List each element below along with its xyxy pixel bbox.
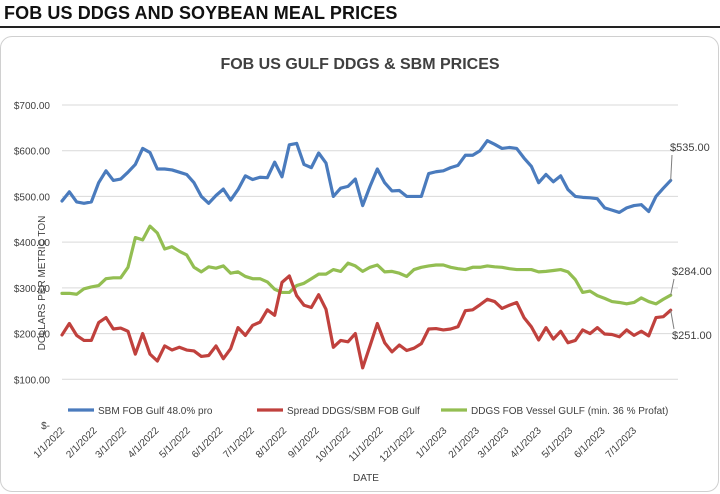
x-tick-label: 10/1/2022 bbox=[314, 425, 354, 465]
end-value-label: $251.00 bbox=[672, 330, 712, 342]
x-axis-ticks: 1/1/20222/1/20223/1/20224/1/20225/1/2022… bbox=[32, 425, 640, 465]
y-axis-label: DOLLARS PER METRIC TON bbox=[37, 216, 48, 351]
end-value-labels: $535.00 $251.00 $284.00 bbox=[670, 142, 712, 342]
y-tick-label: $600.00 bbox=[14, 147, 51, 158]
x-tick-label: 7/1/2023 bbox=[604, 425, 640, 461]
x-tick-label: 4/1/2022 bbox=[126, 425, 162, 461]
x-tick-label: 4/1/2023 bbox=[508, 425, 544, 461]
header-rule bbox=[0, 26, 720, 28]
end-value-label: $535.00 bbox=[670, 142, 710, 154]
series-line-1 bbox=[60, 274, 673, 370]
end-value-label: $284.00 bbox=[672, 266, 712, 278]
y-tick-label: $300.00 bbox=[14, 284, 51, 295]
y-tick-label: $700.00 bbox=[14, 101, 51, 112]
y-axis-ticks: $- $100.00 $200.00 $300.00 $400.00 $500.00 $60… bbox=[14, 101, 51, 432]
y-tick-label: $- bbox=[41, 421, 50, 432]
page-header: FOB US DDGS AND SOYBEAN MEAL PRICES bbox=[0, 0, 720, 30]
end-label-leader bbox=[670, 310, 675, 330]
x-tick-label: 2/1/2022 bbox=[64, 425, 100, 461]
series-line-0 bbox=[60, 139, 673, 215]
x-tick-label: 5/1/2022 bbox=[158, 425, 194, 461]
x-tick-label: 6/1/2023 bbox=[572, 425, 608, 461]
y-tick-label: $100.00 bbox=[14, 375, 51, 386]
x-tick-label: 6/1/2022 bbox=[190, 425, 226, 461]
y-tick-label: $500.00 bbox=[14, 192, 51, 203]
series-lines bbox=[60, 139, 673, 370]
legend-label: Spread DDGS/SBM FOB Gulf bbox=[287, 406, 420, 417]
y-tick-label: $400.00 bbox=[14, 238, 51, 249]
x-tick-label: 8/1/2022 bbox=[254, 425, 290, 461]
legend-label: SBM FOB Gulf 48.0% pro bbox=[98, 406, 213, 417]
legend-label: DDGS FOB Vessel GULF (min. 36 % Profat) bbox=[471, 406, 668, 417]
x-tick-label: 5/1/2023 bbox=[540, 425, 576, 461]
legend: SBM FOB Gulf 48.0% pro Spread DDGS/SBM FO… bbox=[68, 406, 668, 417]
x-tick-label: 3/1/2023 bbox=[476, 425, 512, 461]
x-axis-label: DATE bbox=[353, 473, 379, 484]
x-tick-label: 3/1/2022 bbox=[94, 425, 130, 461]
end-label-leader bbox=[670, 278, 675, 296]
page-heading: FOB US DDGS AND SOYBEAN MEAL PRICES bbox=[4, 3, 398, 23]
series-line-2 bbox=[60, 224, 673, 306]
x-tick-label: 2/1/2023 bbox=[447, 425, 483, 461]
x-tick-label: 1/1/2023 bbox=[414, 425, 450, 461]
x-tick-label: 12/1/2022 bbox=[378, 425, 418, 465]
chart-frame bbox=[0, 36, 719, 492]
chart-title: FOB US GULF DDGS & SBM PRICES bbox=[220, 56, 499, 73]
gridlines bbox=[62, 104, 678, 380]
x-tick-label: 7/1/2022 bbox=[221, 425, 257, 461]
end-label-leader bbox=[670, 154, 673, 181]
y-tick-label: $200.00 bbox=[14, 330, 51, 341]
